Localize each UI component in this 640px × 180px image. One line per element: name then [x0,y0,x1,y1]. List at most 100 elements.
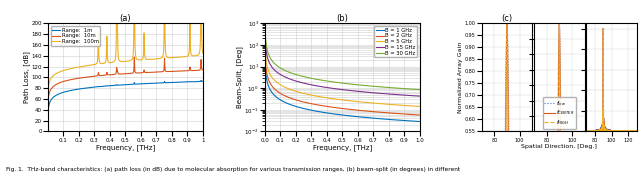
X-axis label: Frequency, [THz]: Frequency, [THz] [96,144,155,151]
Range:  100m: (0.748, 161): 100m: (0.748, 161) [160,43,168,45]
B = 15 GHz [413,95,420,97]
Range:  1m: (0.747, 90.2): 1m: (0.747, 90.2) [160,82,168,84]
$f_{low}$ [633,130,640,132]
B = 2 GHz [416,114,424,116]
B = 1 GHz [288,104,296,106]
$f_{HIGH}$ [622,130,630,132]
B = 2 GHz [327,106,335,108]
B = 15 GHz [396,94,404,96]
Y-axis label: Normalized Array Gain: Normalized Array Gain [458,42,463,113]
B = 30 GHz [279,68,287,70]
B = 30 GHz [413,88,420,91]
X-axis label: Spatial Direction, [Deg.]: Spatial Direction, [Deg.] [522,144,597,149]
$f_{HIGH}$ [588,130,596,132]
Line: $f_{low}$: $f_{low}$ [586,29,637,131]
Line: $f_{HIGH}$: $f_{HIGH}$ [534,23,584,180]
B = 15 GHz [321,86,328,88]
Range:  1m: (0.602, 88.1): 1m: (0.602, 88.1) [138,83,145,85]
$f_{HIGH}$ [556,22,563,24]
$f_{CENTER}$ [627,130,634,132]
Line: B = 15 GHz: B = 15 GHz [265,31,420,96]
$f_{CENTER}$ [588,130,596,132]
$f_{CENTER}$ [604,130,612,132]
$f_{HIGH}$ [600,28,607,30]
B = 1 GHz [416,120,424,123]
$f_{HIGH}$ [632,130,640,132]
Range:  1m: (0.988, 94.4): 1m: (0.988, 94.4) [197,79,205,82]
$f_{low}$ [627,130,634,132]
$f_{HIGH}$ [503,22,511,24]
Range:  10m: (0.005, 66.4): 10m: (0.005, 66.4) [45,94,52,97]
Legend: $f_{low}$, $f_{CENTER}$, $f_{HIGH}$: $f_{low}$, $f_{CENTER}$, $f_{HIGH}$ [543,97,576,129]
Range:  1m: (0.186, 77.8): 1m: (0.186, 77.8) [73,88,81,91]
B = 2 GHz [261,49,269,51]
$f_{HIGH}$ [604,129,612,131]
B = 1 GHz [327,112,335,115]
Legend: Range:  1m, Range:  10m, Range:  100m: Range: 1m, Range: 10m, Range: 100m [51,26,100,46]
Legend: B = 1 GHz, B = 2 GHz, B = 5 GHz, B = 15 GHz, B = 30 GHz: B = 1 GHz, B = 2 GHz, B = 5 GHz, B = 15 … [374,26,417,57]
$f_{HIGH}$ [633,129,640,132]
Title: (b): (b) [337,14,348,23]
Line: Range:  10m: Range: 10m [49,57,203,96]
B = 30 GHz [321,80,328,82]
X-axis label: Frequency, [THz]: Frequency, [THz] [313,144,372,151]
B = 1 GHz [413,120,420,122]
B = 5 GHz [396,104,404,106]
$f_{CENTER}$ [582,130,590,132]
Range:  1m: (0.652, 88.8): 1m: (0.652, 88.8) [145,82,153,85]
B = 5 GHz [288,89,296,91]
Line: Range:  100m: Range: 100m [49,0,203,85]
$f_{CENTER}$ [633,130,640,132]
Line: B = 30 GHz: B = 30 GHz [265,25,420,90]
Y-axis label: Beam-Split, [Deg]: Beam-Split, [Deg] [236,46,243,108]
Line: $f_{CENTER}$: $f_{CENTER}$ [534,23,584,180]
Range:  10m: (1, 114): 10m: (1, 114) [199,69,207,71]
Range:  1m: (0.005, 46.4): 1m: (0.005, 46.4) [45,105,52,107]
B = 15 GHz [279,75,287,77]
Range:  100m: (1, 145): 100m: (1, 145) [199,52,207,54]
Range:  100m: (0.823, 137): 100m: (0.823, 137) [172,56,179,59]
$f_{low}$ [556,22,563,24]
Range:  100m: (0.005, 86.4): 100m: (0.005, 86.4) [45,84,52,86]
$f_{low}$ [582,130,590,132]
B = 1 GHz [396,119,404,121]
$f_{HIGH}$ [627,130,634,132]
$f_{CENTER}$ [503,22,511,24]
$f_{CENTER}$ [600,28,607,30]
Range:  1m: (0.823, 90.8): 1m: (0.823, 90.8) [172,81,179,84]
$f_{low}$ [622,130,630,132]
Line: B = 2 GHz: B = 2 GHz [265,50,420,115]
$f_{low}$ [604,129,612,131]
B = 30 GHz [288,72,296,74]
B = 5 GHz [261,40,269,43]
Range:  1m: (0.385, 84.2): 1m: (0.385, 84.2) [104,85,111,87]
$f_{low}$ [602,130,610,132]
B = 2 GHz [288,98,296,100]
B = 5 GHz [327,97,335,100]
$f_{HIGH}$ [602,130,610,132]
Text: Fig. 1.  THz-band characteristics: (a) path loss (in dB) due to molecular absorp: Fig. 1. THz-band characteristics: (a) pa… [6,167,461,172]
Line: $f_{HIGH}$: $f_{HIGH}$ [586,29,637,131]
B = 30 GHz [261,24,269,26]
Line: Range:  1m: Range: 1m [49,80,203,106]
B = 30 GHz [416,89,424,91]
Range:  100m: (0.602, 133): 100m: (0.602, 133) [138,59,145,61]
Range:  1m: (1, 92.6): 1m: (1, 92.6) [199,80,207,82]
B = 1 GHz [321,111,328,114]
B = 2 GHz [396,113,404,115]
$f_{low}$ [588,130,596,132]
Title: (a): (a) [120,14,131,23]
$f_{CENTER}$ [591,130,599,132]
$f_{low}$ [600,28,607,30]
Range:  10m: (0.748, 113): 10m: (0.748, 113) [160,69,168,71]
$f_{low}$ [503,22,511,24]
Line: $f_{HIGH}$: $f_{HIGH}$ [482,23,532,180]
$f_{low}$ [591,129,599,131]
B = 5 GHz [279,85,287,87]
$f_{low}$ [632,130,640,132]
B = 2 GHz [413,114,420,116]
$f_{CENTER}$ [556,22,563,24]
Y-axis label: Path Loss, [dB]: Path Loss, [dB] [23,51,30,103]
Range:  100m: (0.385, 133): 100m: (0.385, 133) [104,58,111,61]
$f_{HIGH}$ [582,130,590,132]
